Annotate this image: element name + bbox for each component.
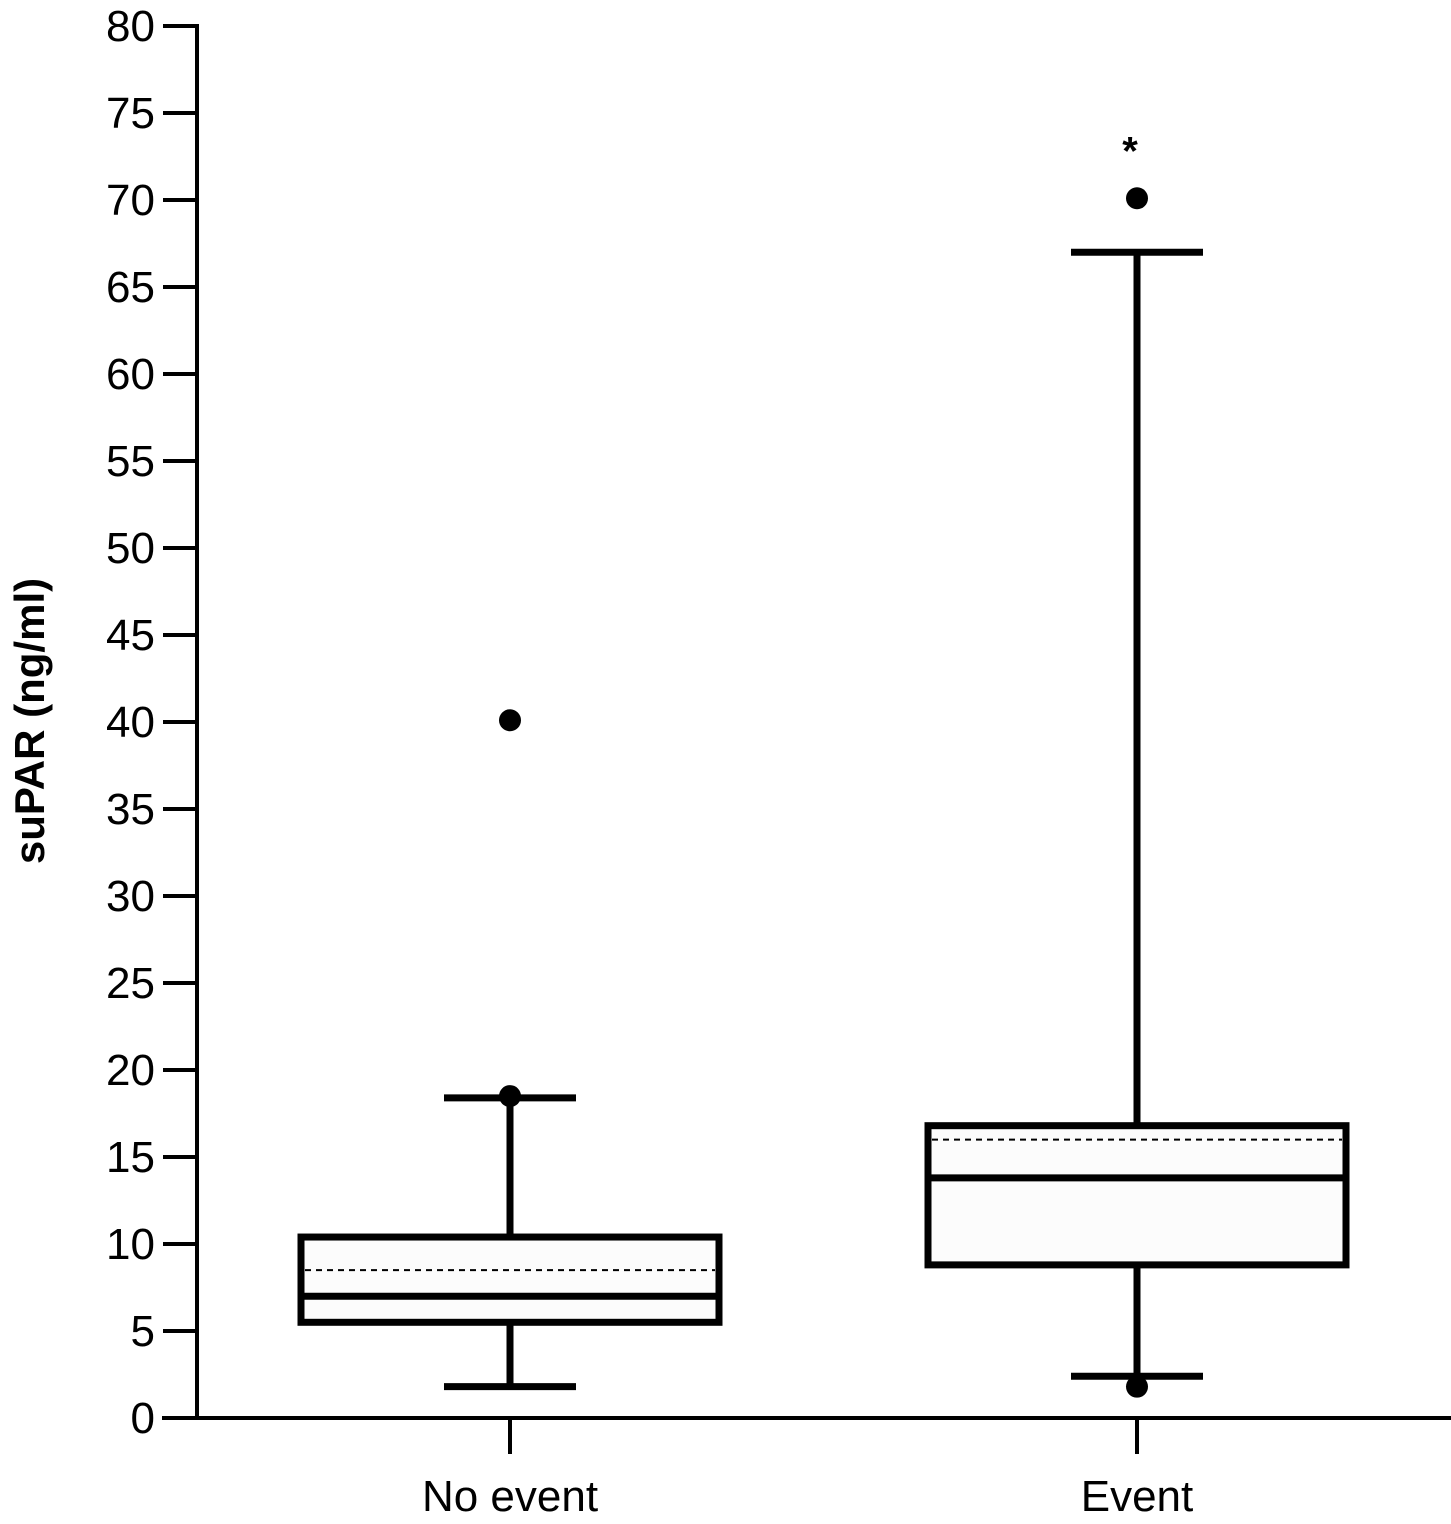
y-tick-label: 45 [106, 611, 155, 660]
y-axis: 0 5 10 15 20 25 30 35 40 45 50 55 60 65 70 75 80 [106, 2, 199, 1443]
iqr-box [297, 1233, 723, 1326]
y-tick-label: 0 [131, 1394, 155, 1443]
y-tick-label: 40 [106, 698, 155, 747]
y-tick-label: 35 [106, 785, 155, 834]
y-tick-label: 60 [106, 350, 155, 399]
x-tick-label: No event [422, 1472, 598, 1521]
y-tick-label: 65 [106, 263, 155, 312]
outlier-point [1126, 1375, 1148, 1398]
y-axis-title: suPAR (ng/ml) [6, 578, 53, 864]
y-tick-label: 15 [106, 1133, 155, 1182]
outlier-point [499, 709, 521, 732]
x-axis: No event Event [162, 1416, 1451, 1521]
y-tick-label: 10 [106, 1220, 155, 1269]
x-tick-label: Event [1081, 1472, 1194, 1521]
box-group [924, 187, 1350, 1398]
y-tick-label: 25 [106, 959, 155, 1008]
y-tick-label: 20 [106, 1046, 155, 1095]
y-tick-label: 30 [106, 872, 155, 921]
outlier-point [1126, 187, 1148, 210]
box-group [297, 709, 723, 1391]
outlier-point [499, 1085, 521, 1108]
y-tick-label: 75 [106, 89, 155, 138]
y-tick-label: 80 [106, 2, 155, 51]
y-tick-label: 5 [131, 1307, 155, 1356]
iqr-box [924, 1122, 1350, 1269]
significance-annotation: * [1122, 130, 1138, 174]
annotations-layer: * [1122, 130, 1138, 174]
boxes-layer [297, 187, 1350, 1398]
y-tick-label: 55 [106, 437, 155, 486]
y-tick-label: 70 [106, 176, 155, 225]
y-tick-label: 50 [106, 524, 155, 573]
